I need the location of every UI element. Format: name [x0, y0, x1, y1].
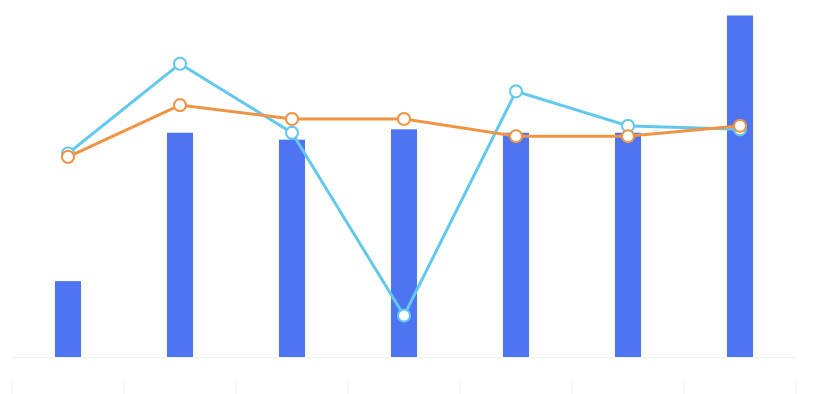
line-1-point-1	[173, 98, 187, 113]
line-1-point-5	[621, 129, 635, 144]
line-1-point-2	[285, 111, 299, 126]
bar-0-4	[503, 132, 529, 357]
bar-0-3	[391, 129, 417, 357]
bar-0-0	[55, 281, 81, 357]
bar-0-2	[279, 139, 305, 357]
plot-area	[11, 15, 797, 394]
bar-0-6	[727, 15, 753, 357]
line-0-point-4	[509, 84, 523, 99]
line-1-point-3	[397, 111, 411, 126]
line-1-point-0	[61, 149, 75, 164]
line-0-point-3	[397, 308, 411, 323]
line-0-point-2	[285, 125, 299, 140]
bar-0-1	[167, 132, 193, 357]
bar-0-5	[615, 132, 641, 357]
line-1-point-6	[733, 118, 747, 133]
line-1-point-4	[509, 129, 523, 144]
line-0-point-1	[173, 56, 187, 71]
